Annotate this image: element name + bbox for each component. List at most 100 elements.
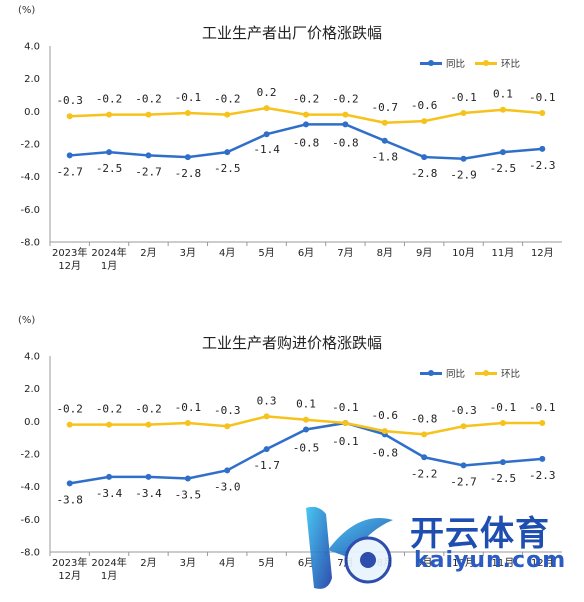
y-tick-label: 4.0 [24,42,40,53]
data-point-mom [342,111,349,118]
y-tick-label: 2.0 [24,384,40,395]
data-label-yoy: -2.9 [450,169,477,182]
data-label-mom: -0.2 [96,93,123,106]
watermark-k-stroke [306,506,332,589]
data-point-yoy [342,121,349,128]
x-tick-label: 9月 [416,557,432,569]
x-tick-label: 6月 [298,557,314,569]
legend-swatch-yoy [420,369,442,376]
data-point-yoy [421,454,428,461]
legend-item-yoy: 同比 [420,56,465,70]
x-tick-label: 2月 [140,557,156,569]
x-tick-label: 2023年 [52,556,87,569]
x-tick-label: 12月 [531,557,554,569]
data-point-mom [381,428,388,435]
data-point-yoy [263,446,270,453]
data-point-mom [145,111,152,118]
data-label-yoy: -2.3 [529,469,556,482]
data-label-mom: -0.1 [450,91,477,104]
data-point-mom [224,423,231,430]
data-point-mom [539,109,546,116]
data-point-mom [381,119,388,126]
data-label-mom: -0.3 [56,94,83,107]
data-label-mom: 0.1 [296,398,316,411]
data-label-mom: -0.6 [372,409,399,422]
data-point-yoy [106,149,113,156]
x-tick-label: 12月 [58,260,81,272]
data-label-mom: -0.8 [411,412,438,425]
x-tick-label: 4月 [219,557,235,569]
data-point-mom [499,106,506,113]
data-point-mom [460,423,467,430]
data-label-mom: -0.2 [293,93,320,106]
data-label-yoy: -0.8 [332,136,359,149]
x-tick-label: 11月 [492,247,515,259]
y-tick-label: -2.0 [20,140,40,151]
data-label-yoy: -3.0 [214,480,241,493]
data-point-yoy [460,155,467,162]
y-tick-label: -4.0 [20,482,40,493]
data-label-yoy: -3.4 [135,487,162,500]
data-point-yoy [499,459,506,466]
data-label-mom: -0.1 [490,401,517,414]
data-label-yoy: -0.8 [372,446,399,459]
data-label-yoy: -2.3 [529,159,556,172]
legend-label-yoy: 同比 [446,369,466,380]
chart-legend: 同比 环比 [420,366,520,380]
x-tick-label: 5月 [258,557,274,569]
x-tick-label: 10月 [452,557,475,569]
data-label-yoy: -2.5 [490,472,517,485]
chart-plot: 4.02.00.0-2.0-4.0-6.0-8.02023年12月2024年1月… [20,42,562,272]
x-tick-label: 1月 [101,260,117,272]
data-label-mom: -0.2 [135,403,162,416]
data-point-mom [303,416,309,423]
data-label-yoy: -1.7 [253,459,280,472]
data-label-yoy: -3.4 [96,487,123,500]
data-point-yoy [539,455,546,462]
data-label-mom: -0.1 [529,401,556,414]
x-tick-label: 9月 [416,247,432,259]
data-point-yoy [263,131,270,138]
data-label-yoy: -2.8 [411,167,438,180]
y-tick-label: -2.0 [20,450,40,461]
y-axis-unit-label: (%) [18,315,36,326]
data-label-yoy: -2.8 [175,167,202,180]
y-tick-label: 0.0 [24,107,40,118]
y-tick-label: -6.0 [20,515,40,526]
data-point-yoy [224,149,231,156]
data-label-mom: -0.2 [56,403,83,416]
data-point-mom [303,111,309,118]
data-label-mom: -0.1 [332,401,359,414]
data-point-yoy [184,154,191,161]
legend-label-yoy: 同比 [446,59,466,70]
data-point-mom [184,419,191,426]
data-label-mom: -0.1 [175,91,202,104]
data-label-yoy: -0.5 [293,442,320,455]
y-tick-label: 4.0 [24,352,40,363]
data-label-yoy: -0.1 [332,435,359,448]
data-label-mom: 0.2 [257,86,277,99]
legend-item-mom: 环比 [475,56,520,70]
x-tick-label: 10月 [452,247,475,259]
data-point-mom [460,109,467,116]
data-point-mom [66,113,73,120]
data-point-yoy [539,145,546,152]
data-point-yoy [224,467,231,474]
legend-swatch-mom [475,369,498,376]
x-tick-label: 2024年 [91,556,126,569]
x-tick-label: 3月 [180,247,196,259]
data-point-yoy [145,152,152,159]
data-label-mom: -0.2 [214,93,241,106]
data-point-yoy [184,475,191,482]
data-point-yoy [499,149,506,156]
x-tick-label: 8月 [377,247,393,259]
x-tick-label: 3月 [180,557,196,569]
data-label-yoy: -2.7 [450,475,477,488]
y-tick-label: 0.0 [24,417,40,428]
data-label-yoy: -3.5 [175,489,202,502]
data-label-yoy: -1.8 [372,151,399,164]
data-point-yoy [460,462,467,469]
data-label-yoy: -3.8 [56,493,83,506]
x-tick-label: 6月 [298,247,314,259]
data-label-mom: -0.7 [372,101,399,114]
